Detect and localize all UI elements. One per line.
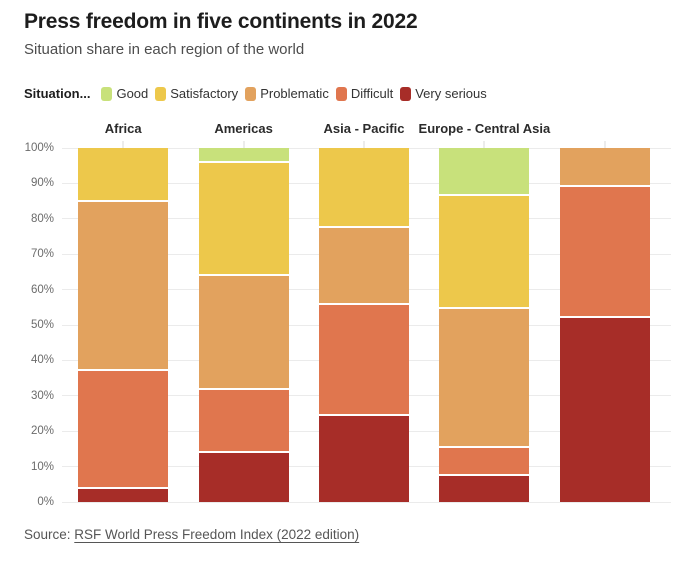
column-top-tick <box>122 141 124 148</box>
column-header-europe-central-asia: Europe - Central Asia <box>418 121 551 136</box>
bar-segment-satisfactory[interactable] <box>78 148 169 200</box>
gridline-0 <box>62 501 671 503</box>
y-axis-label: 60% <box>30 283 54 296</box>
legend-item-very-serious[interactable]: Very serious <box>400 86 487 101</box>
bar-segment-satisfactory[interactable] <box>198 160 289 275</box>
bar-segment-difficult[interactable] <box>559 185 650 316</box>
column-header-americas: Americas <box>214 121 273 136</box>
y-axis-label: 90% <box>30 177 54 190</box>
legend-item-satisfactory[interactable]: Satisfactory <box>155 86 238 101</box>
legend-item-label: Good <box>116 86 149 101</box>
y-axis-label: 40% <box>30 354 54 367</box>
bar-column-5 <box>559 148 650 502</box>
chart-plot-area: 0% 10% 20% 30% 40% 50% 60% 70% 80% 90% 100% <box>0 141 676 508</box>
column-top-tick <box>604 141 606 148</box>
bar-americas <box>198 148 289 502</box>
source-link[interactable]: RSF World Press Freedom Index (2022 edit… <box>74 527 360 542</box>
bar-segment-problematic[interactable] <box>198 274 289 389</box>
legend-swatch-icon <box>400 86 412 101</box>
bar-africa <box>78 148 169 502</box>
y-axis-label: 80% <box>30 212 54 225</box>
y-axis-label: 10% <box>30 460 54 473</box>
legend-item-good[interactable]: Good <box>101 86 148 101</box>
bar-segment-problematic[interactable] <box>559 148 650 186</box>
gridline-100 <box>62 147 671 149</box>
legend-item-label: Difficult <box>350 86 394 101</box>
bar-segment-difficult[interactable] <box>439 446 530 475</box>
column-top-tick <box>363 141 365 148</box>
bar-segment-very-serious[interactable] <box>559 315 650 502</box>
legend-item-problematic[interactable]: Problematic <box>245 86 329 101</box>
legend-item-label: Very serious <box>415 86 487 101</box>
y-axis-label: 70% <box>30 248 54 261</box>
bar-segment-very-serious[interactable] <box>78 487 169 502</box>
bar-segment-good[interactable] <box>439 148 530 194</box>
bar-segment-very-serious[interactable] <box>439 474 530 502</box>
column-header-africa: Africa <box>104 121 142 136</box>
bar-segment-very-serious[interactable] <box>198 451 289 502</box>
legend-item-label: Satisfactory <box>170 86 239 101</box>
bar-segment-very-serious[interactable] <box>319 413 409 502</box>
legend-swatch-icon <box>155 86 167 101</box>
bar-segment-difficult[interactable] <box>78 369 169 488</box>
column-top-tick <box>483 141 485 148</box>
column-top-tick <box>243 141 245 148</box>
legend-swatch-icon <box>101 86 113 101</box>
source-prefix: Source: <box>24 527 75 542</box>
bar-segment-problematic[interactable] <box>439 307 530 447</box>
page-title: Press freedom in five continents in 2022 <box>24 10 418 33</box>
page-subtitle: Situation share in each region of the wo… <box>24 41 305 58</box>
bar-segment-good[interactable] <box>198 148 289 161</box>
legend-item-difficult[interactable]: Difficult <box>335 86 394 101</box>
bar-segment-difficult[interactable] <box>319 303 409 414</box>
bar-segment-satisfactory[interactable] <box>319 148 409 226</box>
y-axis-label: 20% <box>30 425 54 438</box>
legend-item-label: Problematic <box>260 86 329 101</box>
bar-segment-problematic[interactable] <box>319 225 409 304</box>
bar-segment-problematic[interactable] <box>78 199 169 370</box>
y-axis-label: 0% <box>37 496 54 508</box>
y-axis-label: 100% <box>24 142 54 154</box>
legend-swatch-icon <box>245 86 257 101</box>
source-line: Source: RSF World Press Freedom Index (2… <box>24 527 359 542</box>
bar-segment-difficult[interactable] <box>198 388 289 452</box>
bar-asia-pacific <box>319 148 409 502</box>
column-header-asia-pacific: Asia - Pacific <box>323 121 405 136</box>
legend-title: Situation... <box>24 86 91 101</box>
y-axis-label: 50% <box>30 319 54 331</box>
y-axis-label: 30% <box>30 389 54 402</box>
legend: Situation... Good Satisfactory Problematic… <box>24 86 487 101</box>
legend-swatch-icon <box>335 86 347 101</box>
column-headers: Africa Americas Asia - Pacific Europe - Cen… <box>0 121 676 139</box>
bar-europe-central-asia <box>439 148 530 502</box>
bar-segment-satisfactory[interactable] <box>439 193 530 308</box>
